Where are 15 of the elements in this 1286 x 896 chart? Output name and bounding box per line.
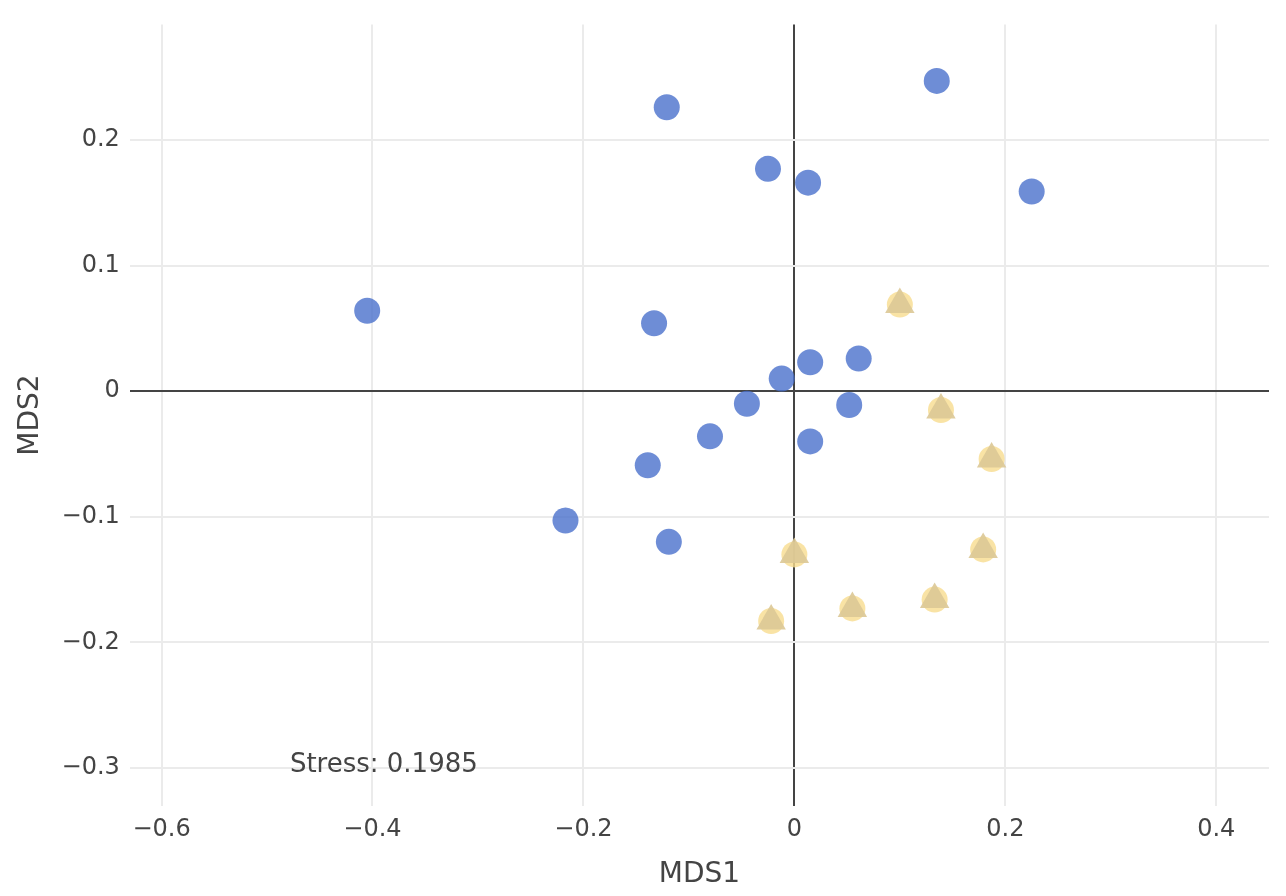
- y-tick-label: 0: [104, 375, 120, 404]
- x-tick-label: −0.2: [554, 814, 613, 843]
- x-axis-title: MDS1: [658, 856, 741, 890]
- x-tick-label: 0.4: [1197, 814, 1236, 843]
- x-tick-label: −0.6: [132, 814, 191, 843]
- y-axis-title: MDS2: [12, 374, 46, 456]
- x-tick-label: −0.4: [343, 814, 402, 843]
- y-tick-label: −0.1: [61, 500, 120, 529]
- y-tick-label: −0.2: [61, 626, 120, 655]
- y-tick-label: −0.3: [61, 752, 120, 781]
- annotation: Stress: 0.1985: [289, 748, 478, 779]
- x-tick-label: 0: [786, 814, 803, 843]
- x-tick-label: 0.2: [986, 814, 1025, 843]
- y-tick-label: 0.1: [81, 249, 120, 278]
- y-tick-label: 0.2: [81, 124, 120, 153]
